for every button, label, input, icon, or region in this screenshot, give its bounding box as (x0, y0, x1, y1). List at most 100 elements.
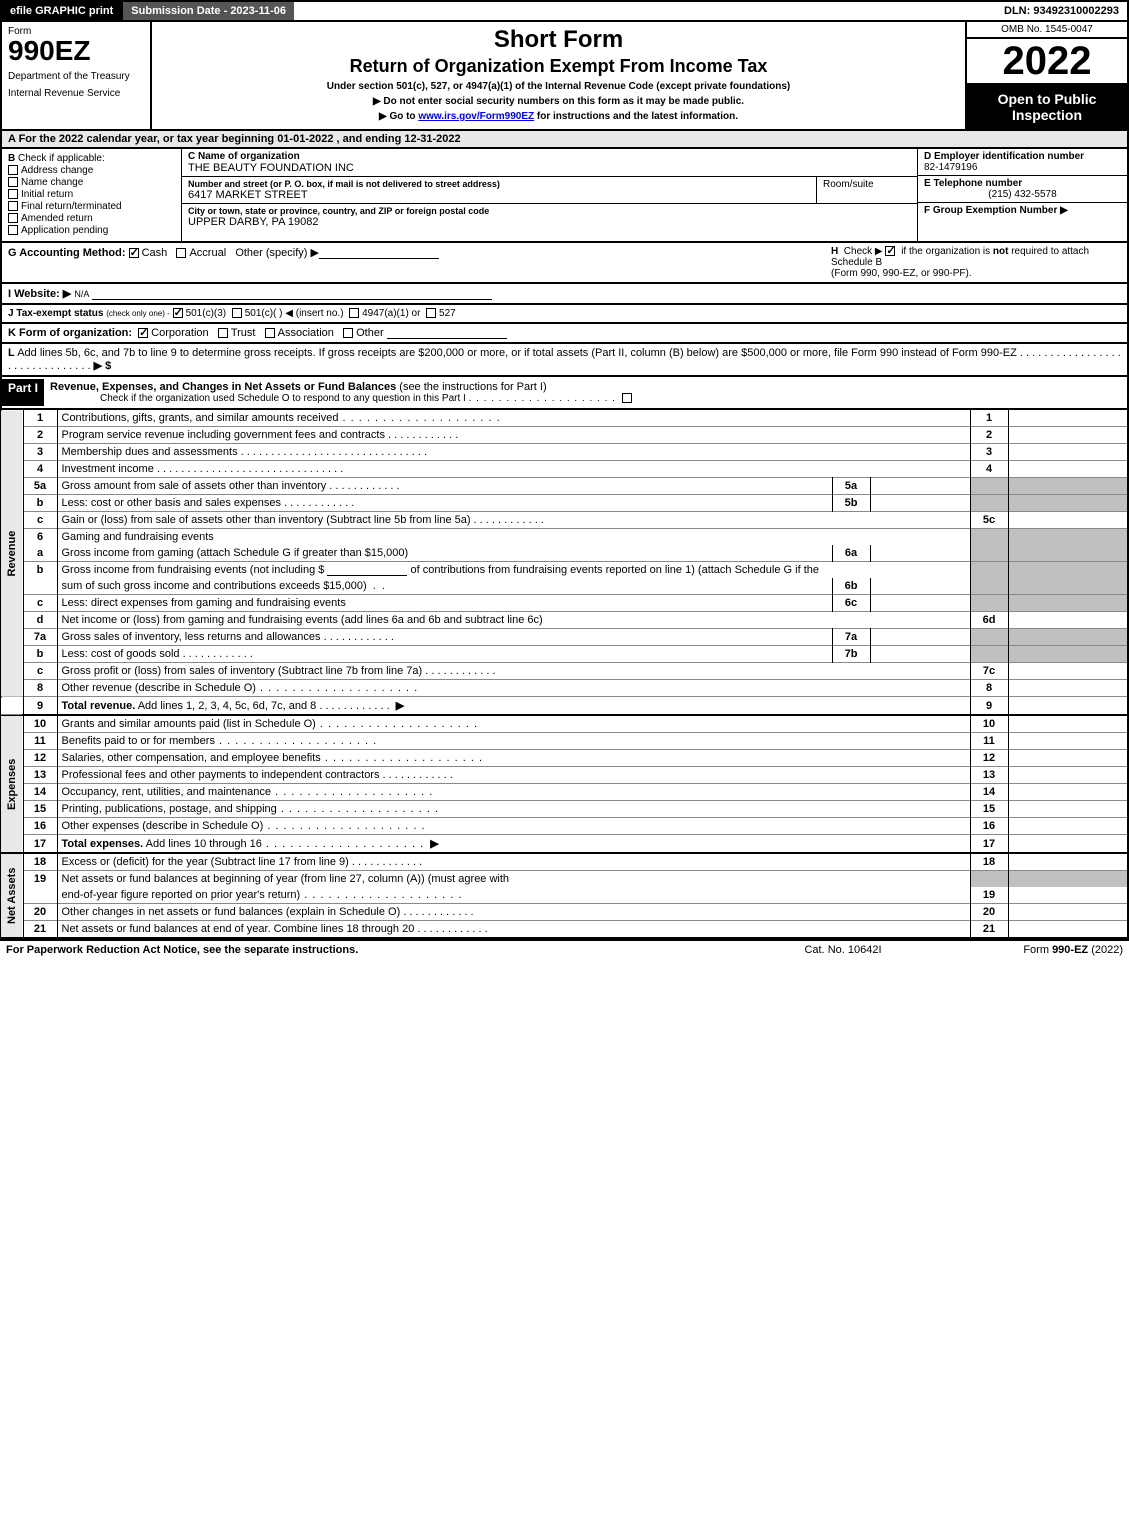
chk-h[interactable] (885, 246, 895, 256)
form-subtitle: Under section 501(c), 527, or 4947(a)(1)… (158, 81, 959, 92)
chk-trust[interactable] (218, 328, 228, 338)
b-check-if: Check if applicable: (18, 153, 105, 164)
line-1: Revenue 1 Contributions, gifts, grants, … (1, 410, 1128, 427)
chk-accrual[interactable] (176, 248, 186, 258)
chk-501c[interactable] (232, 308, 242, 318)
form-title-block: Short Form Return of Organization Exempt… (152, 22, 967, 129)
form-number: 990EZ (8, 37, 144, 65)
val-3 (1008, 444, 1128, 461)
section-c: C Name of organization THE BEAUTY FOUNDA… (182, 149, 917, 241)
line-6c: c Less: direct expenses from gaming and … (1, 595, 1128, 612)
val-10 (1008, 715, 1128, 733)
street-value: 6417 MARKET STREET (188, 189, 810, 201)
chk-cash[interactable] (129, 248, 139, 258)
val-7c (1008, 663, 1128, 680)
chk-address-change[interactable]: Address change (8, 165, 175, 176)
line-6: 6 Gaming and fundraising events (1, 529, 1128, 546)
goto-post: for instructions and the latest informat… (534, 111, 738, 122)
chk-name-change[interactable]: Name change (8, 177, 175, 188)
chk-4947[interactable] (349, 308, 359, 318)
part-i-table: Revenue 1 Contributions, gifts, grants, … (0, 410, 1129, 939)
val-7b (870, 646, 970, 663)
expenses-side-label: Expenses (1, 715, 23, 853)
line-12: 12 Salaries, other compensation, and emp… (1, 750, 1128, 767)
line-15: 15 Printing, publications, postage, and … (1, 801, 1128, 818)
h-label: H (831, 246, 838, 257)
ssn-warning: ▶ Do not enter social security numbers o… (158, 96, 959, 107)
section-d-e-f: D Employer identification number 82-1479… (917, 149, 1127, 241)
val-6a (870, 545, 970, 562)
chk-association[interactable] (265, 328, 275, 338)
line-5b: b Less: cost or other basis and sales ex… (1, 495, 1128, 512)
line-5a: 5a Gross amount from sale of assets othe… (1, 478, 1128, 495)
page-footer: For Paperwork Reduction Act Notice, see … (0, 939, 1129, 959)
val-8 (1008, 680, 1128, 697)
line-21: 21 Net assets or fund balances at end of… (1, 921, 1128, 939)
tax-year: 2022 (967, 39, 1127, 85)
chk-initial-return[interactable]: Initial return (8, 189, 175, 200)
chk-application-pending[interactable]: Application pending (8, 225, 175, 236)
line-19a: 19 Net assets or fund balances at beginn… (1, 871, 1128, 888)
line-6a: a Gross income from gaming (attach Sched… (1, 545, 1128, 562)
val-9 (1008, 697, 1128, 716)
chk-other-org[interactable] (343, 328, 353, 338)
i-website-line (92, 288, 492, 300)
footer-catno: Cat. No. 10642I (743, 944, 943, 956)
part-i-title: Revenue, Expenses, and Changes in Net As… (50, 381, 396, 393)
dept-irs: Internal Revenue Service (8, 88, 144, 99)
c-name-label: C Name of organization (188, 151, 911, 162)
l-arrow: ▶ $ (94, 360, 112, 372)
line-20: 20 Other changes in net assets or fund b… (1, 904, 1128, 921)
line-7a: 7a Gross sales of inventory, less return… (1, 629, 1128, 646)
row-g-h: G Accounting Method: Cash Accrual Other … (0, 243, 1129, 284)
line-7b: b Less: cost of goods sold 7b (1, 646, 1128, 663)
chk-schedule-o[interactable] (622, 393, 632, 403)
irs-link[interactable]: www.irs.gov/Form990EZ (418, 111, 534, 122)
line-6b: b Gross income from fundraising events (… (1, 562, 1128, 579)
val-1 (1008, 410, 1128, 427)
chk-amended-return[interactable]: Amended return (8, 213, 175, 224)
e-phone-value: (215) 432-5578 (924, 189, 1121, 200)
row-a-tax-year: A For the 2022 calendar year, or tax yea… (0, 131, 1129, 149)
street-label: Number and street (or P. O. box, if mail… (188, 179, 810, 189)
form-title-short: Short Form (158, 26, 959, 54)
chk-final-return[interactable]: Final return/terminated (8, 201, 175, 212)
chk-527[interactable] (426, 308, 436, 318)
top-bar: efile GRAPHIC print Submission Date - 20… (0, 0, 1129, 22)
6b-contrib-input[interactable] (327, 564, 407, 576)
val-11 (1008, 733, 1128, 750)
l-text: Add lines 5b, 6c, and 7b to line 9 to de… (17, 347, 1017, 359)
line-2: 2 Program service revenue including gove… (1, 427, 1128, 444)
line-8: 8 Other revenue (describe in Schedule O)… (1, 680, 1128, 697)
revenue-side-label: Revenue (1, 410, 23, 697)
omb-number: OMB No. 1545-0047 (967, 22, 1127, 39)
footer-formref: Form 990-EZ (2022) (943, 944, 1123, 956)
part-i-check-text: Check if the organization used Schedule … (100, 393, 466, 404)
l-label: L (8, 347, 15, 359)
k-other-input[interactable] (387, 327, 507, 339)
val-16 (1008, 818, 1128, 835)
chk-501c3[interactable] (173, 308, 183, 318)
k-label: K Form of organization: (8, 327, 132, 339)
g-other-input[interactable] (319, 247, 439, 259)
goto-line: ▶ Go to www.irs.gov/Form990EZ for instru… (158, 111, 959, 122)
line-18: Net Assets 18 Excess or (deficit) for th… (1, 853, 1128, 871)
f-group-label: F Group Exemption Number ▶ (924, 205, 1121, 216)
part-i-subtitle: (see the instructions for Part I) (399, 381, 546, 393)
row-i: I Website: ▶ N/A (0, 284, 1129, 305)
goto-pre: ▶ Go to (379, 111, 418, 122)
line-6d: d Net income or (loss) from gaming and f… (1, 612, 1128, 629)
row-k: K Form of organization: Corporation Trus… (0, 324, 1129, 344)
line-19b: end-of-year figure reported on prior yea… (1, 887, 1128, 904)
line-11: 11 Benefits paid to or for members 11 (1, 733, 1128, 750)
val-17 (1008, 835, 1128, 854)
dept-treasury: Department of the Treasury (8, 71, 144, 82)
chk-corporation[interactable] (138, 328, 148, 338)
val-6c (870, 595, 970, 612)
val-12 (1008, 750, 1128, 767)
efile-print-button[interactable]: efile GRAPHIC print (2, 2, 123, 20)
row-j: J Tax-exempt status (check only one) - 5… (0, 305, 1129, 324)
d-ein-value: 82-1479196 (924, 162, 1121, 173)
line-10: Expenses 10 Grants and similar amounts p… (1, 715, 1128, 733)
val-18 (1008, 853, 1128, 871)
